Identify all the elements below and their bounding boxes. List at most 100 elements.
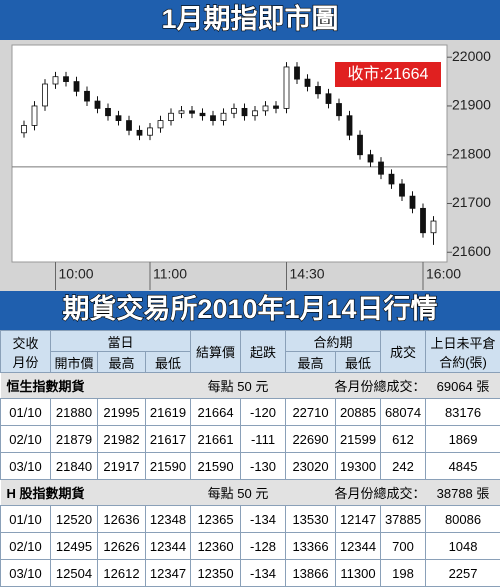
- x-tick-label: 14:30: [290, 266, 325, 282]
- data-cell: 242: [380, 452, 427, 480]
- table-row: 01/10 12520 12636 12348 12365 -134 13530 12147 3…: [0, 505, 500, 533]
- table-row: 交收 月份 當日 結算價 起跌 合約期 成交 上日未平倉 合約(張): [0, 330, 500, 373]
- candle-body: [220, 112, 227, 121]
- candle-body: [273, 105, 279, 109]
- data-cell: 1869: [425, 425, 500, 453]
- candle-body: [325, 93, 332, 104]
- data-cell: 21917: [97, 452, 146, 480]
- candle-body: [126, 120, 132, 131]
- annotation-box: [335, 62, 441, 87]
- cell-text: 各月份總成交：: [334, 486, 426, 501]
- candle-body: [105, 107, 111, 117]
- data-cell: 1048: [425, 532, 500, 560]
- data-cell: 21840: [50, 452, 98, 480]
- header-cell: 最低: [144, 351, 192, 373]
- section-name: 恒生指數期貨: [0, 372, 191, 399]
- data-cell: 13366: [285, 532, 337, 560]
- data-cell: 12344: [144, 532, 192, 560]
- header-cell: 上日未平倉 合約(張): [425, 330, 500, 373]
- cell-text: -111: [250, 431, 276, 447]
- header-cell: 最高: [97, 351, 146, 373]
- header-cell: 開市價: [50, 351, 98, 373]
- data-cell: 12344: [335, 532, 382, 560]
- candle-body: [168, 112, 174, 121]
- cell-text: 4845: [448, 458, 478, 474]
- candle-body: [31, 105, 38, 126]
- cell-text: 12344: [339, 538, 377, 554]
- cell-text: 12360: [197, 538, 234, 554]
- cell-text: 2257: [448, 565, 478, 581]
- cell-text: 當日: [107, 334, 134, 350]
- candle-body: [231, 107, 237, 114]
- cell-text: 每點 50 元: [207, 486, 269, 501]
- cell-text: 12636: [103, 511, 140, 527]
- data-cell: 21982: [97, 425, 146, 453]
- cell-text: 各月份總成交：: [334, 379, 426, 394]
- section-unit: 每點 50 元: [190, 372, 286, 399]
- header-cell: 成交: [380, 330, 427, 373]
- candle-body: [157, 120, 164, 129]
- candle-body: [262, 105, 269, 112]
- candle-body: [21, 125, 27, 134]
- cell-text: 12147: [339, 511, 377, 527]
- table-row: 03/10 12504 12612 12347 12350 -134 13866 11300 1…: [0, 559, 500, 587]
- cell-text: 恒生指數期貨: [6, 379, 85, 394]
- data-cell: 21995: [97, 398, 146, 426]
- cell-text: 21664: [197, 404, 234, 420]
- data-cell: 19300: [335, 452, 382, 480]
- annotation: 收市:21664: [348, 65, 429, 83]
- cell-text: 21599: [339, 431, 377, 447]
- data-cell: 11300: [335, 559, 382, 587]
- candle-body: [73, 81, 80, 92]
- cell-text: 02/10: [9, 538, 42, 554]
- data-cell: 12365: [190, 505, 242, 533]
- cell-text: 21840: [55, 458, 93, 474]
- cell-text: 1048: [448, 538, 478, 554]
- data-cell: 21617: [144, 425, 192, 453]
- cell-text: 結算價: [196, 345, 236, 360]
- data-cell: 12612: [97, 559, 146, 587]
- cell-text: 成交: [390, 345, 417, 360]
- cell-text: 21590: [149, 458, 187, 474]
- table-row: 開市價 最高 最低 最高 最低: [1, 351, 500, 373]
- data-cell: 01/10: [0, 505, 51, 533]
- title-band: [0, 0, 500, 40]
- cell-text: -120: [250, 404, 277, 420]
- data-cell: 12504: [50, 559, 98, 587]
- header-cell: 當日: [49, 330, 192, 352]
- data-cell: 22690: [285, 425, 337, 453]
- cell-text: 12365: [197, 511, 234, 527]
- cell-text: 20885: [339, 404, 377, 420]
- candle-body: [336, 103, 342, 117]
- candle-body: [84, 90, 90, 102]
- candle-body: [430, 220, 437, 234]
- x-tick-label: 11:00: [153, 266, 187, 282]
- cell-text: 12344: [149, 538, 187, 554]
- data-cell: 21664: [190, 398, 242, 426]
- cell-text: 22710: [292, 404, 329, 420]
- y-tick-label: 21700: [452, 194, 491, 210]
- cell-text: 242: [392, 458, 414, 474]
- x-tick-label: 16:00: [426, 266, 461, 282]
- data-cell: 22710: [285, 398, 337, 426]
- data-cell: 12636: [97, 505, 146, 533]
- candle-body: [357, 134, 363, 156]
- chart-title: 1月期指即市圖: [161, 3, 338, 34]
- header-cell: 起跌: [240, 330, 287, 373]
- candle-body: [346, 115, 353, 136]
- cell-text: 11300: [340, 565, 376, 581]
- data-cell: 4845: [425, 452, 500, 480]
- cell-text: 37885: [384, 511, 422, 527]
- candle-body: [367, 154, 374, 163]
- x-tick-label: 10:00: [59, 266, 94, 282]
- header-cell: 合約期: [285, 330, 382, 352]
- cell-text: 12504: [55, 565, 93, 581]
- candle-body: [147, 127, 153, 136]
- cell-text: 交收: [12, 335, 39, 351]
- section-total-label: 各月份總成交：: [285, 479, 426, 506]
- cell-text: 1869: [448, 431, 478, 447]
- data-cell: 68074: [380, 398, 427, 426]
- candle-body: [199, 112, 206, 117]
- data-cell: 12147: [335, 505, 382, 533]
- candle-body: [388, 173, 395, 185]
